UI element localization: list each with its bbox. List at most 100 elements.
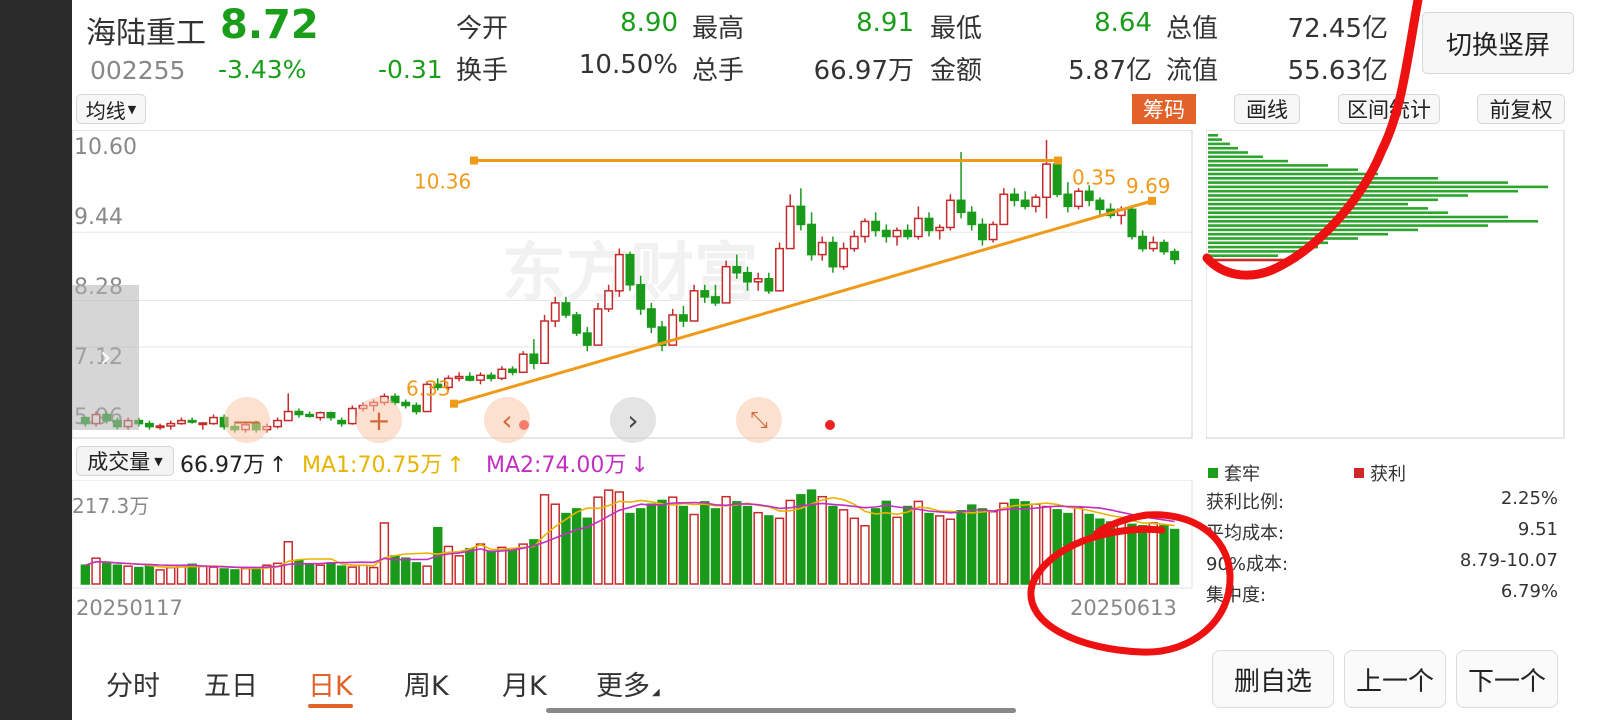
next-stock-button[interactable]: 下一个 — [1456, 650, 1558, 708]
chip-bar — [1208, 155, 1263, 159]
reset-zoom-button[interactable]: ⤡ — [736, 397, 782, 443]
volume-bar — [1137, 525, 1148, 585]
candle — [935, 224, 945, 240]
volume-bar — [251, 566, 261, 585]
candle — [176, 417, 186, 425]
candle — [283, 393, 293, 422]
ma-dropdown[interactable]: 均线 ▼ — [76, 94, 146, 124]
plus-icon: + — [367, 403, 391, 437]
candle — [1031, 194, 1041, 213]
volume-bar — [198, 565, 208, 585]
candle — [764, 272, 774, 294]
candle-body — [593, 308, 603, 346]
stat-value: 66.97万 — [813, 56, 914, 86]
volume-bar — [785, 499, 795, 585]
chip-bar — [1208, 224, 1488, 227]
scroll-right-button[interactable]: › — [610, 397, 656, 443]
volume-ma1: MA1:70.75万 ↑ — [302, 447, 465, 479]
volume-bar — [635, 508, 646, 585]
arrow-up-icon: ↑ — [446, 453, 465, 478]
chip-bar — [1208, 172, 1378, 176]
volume-bar — [123, 565, 133, 585]
range-stats-button[interactable]: 区间统计 — [1338, 94, 1440, 124]
chips-button[interactable]: 筹码 — [1132, 94, 1196, 124]
chip-bar — [1208, 237, 1358, 240]
chip-bar — [1208, 142, 1230, 146]
y-tick-label: 10.60 — [74, 135, 137, 160]
chip-bar — [1208, 164, 1328, 167]
volume-bar — [710, 508, 721, 585]
home-indicator — [546, 708, 1016, 713]
resistance-handle — [1054, 156, 1062, 165]
volume-bar — [721, 495, 731, 585]
volume-ma1-value: MA1:70.75万 — [302, 453, 443, 478]
candle — [1063, 182, 1073, 213]
chip-stat-value: 8.79-10.07 — [1459, 550, 1558, 571]
chip-bar — [1208, 189, 1518, 193]
indicator-dropdown[interactable]: 成交量 ▼ — [76, 446, 174, 476]
candle — [625, 251, 635, 291]
volume-bar — [379, 522, 390, 585]
expand-panel-button[interactable]: › — [72, 285, 139, 430]
chip-distribution-chart — [1206, 130, 1565, 439]
volume-bar — [1116, 522, 1126, 585]
adjust-button[interactable]: 前复权 — [1477, 94, 1565, 124]
candle-body — [497, 368, 507, 380]
volume-bar — [999, 502, 1009, 585]
zoom-in-button[interactable]: + — [356, 397, 402, 443]
volume-bar — [262, 564, 272, 585]
candle — [582, 327, 592, 352]
candle — [881, 224, 891, 243]
scroll-left-button[interactable]: ‹ — [484, 397, 530, 443]
volume-bar — [625, 512, 635, 585]
chevron-down-icon: ▼ — [127, 102, 137, 116]
candle-body — [871, 220, 881, 232]
volume-bar — [614, 491, 625, 585]
tab-1[interactable]: 五日 — [204, 664, 258, 703]
stat-label: 流值 — [1166, 56, 1219, 86]
stat-value: 55.63亿 — [1287, 56, 1388, 86]
candle-body — [785, 205, 795, 250]
zoom-out-button[interactable]: — — [224, 397, 270, 443]
legend-profit: 获利 — [1354, 460, 1406, 486]
tab-0[interactable]: 分时 — [106, 664, 160, 703]
candle-body — [710, 296, 720, 304]
candle — [508, 366, 518, 376]
chip-bar — [1208, 168, 1358, 171]
volume-bar — [1169, 528, 1180, 585]
candle-body — [700, 290, 710, 298]
volume-bar — [828, 505, 838, 585]
volume-bar — [219, 568, 229, 585]
volume-chart[interactable] — [72, 480, 1194, 594]
volume-bar — [806, 489, 817, 585]
legend-loss: 套牢 — [1208, 460, 1260, 486]
volume-bar — [924, 512, 934, 585]
previous-stock-button[interactable]: 上一个 — [1344, 650, 1446, 708]
volume-bar — [657, 499, 667, 585]
remove-watchlist-button[interactable]: 删自选 — [1212, 650, 1334, 708]
candle — [155, 423, 165, 430]
candle-body — [508, 368, 518, 374]
stock-code: 002255 — [90, 56, 186, 85]
draw-line-button[interactable]: 画线 — [1234, 94, 1300, 124]
chip-bar — [1208, 138, 1222, 141]
chip-bar — [1208, 254, 1278, 257]
chip-stat-label: 平均成本: — [1206, 523, 1285, 544]
candle-body — [689, 290, 699, 322]
tab-4[interactable]: 月K — [502, 664, 547, 703]
candle — [294, 408, 304, 418]
candle — [742, 266, 752, 291]
volume-bar — [967, 504, 977, 585]
candle — [828, 236, 838, 273]
tab-3[interactable]: 周K — [404, 664, 449, 703]
switch-portrait-button[interactable]: 切换竖屏 — [1422, 12, 1574, 74]
volume-bar — [582, 517, 592, 585]
candle — [326, 411, 336, 421]
chart-annotation: 6.33 — [406, 377, 451, 401]
candlestick-chart[interactable]: 东方财富10.609.448.287.125.9610.366.330.359.… — [72, 130, 1194, 440]
tab-2[interactable]: 日K — [308, 664, 353, 708]
tab-5[interactable]: 更多 ◢ — [596, 664, 660, 703]
volume-bar — [1020, 501, 1030, 585]
candle-body — [1095, 199, 1105, 211]
volume-bar — [1009, 498, 1020, 585]
